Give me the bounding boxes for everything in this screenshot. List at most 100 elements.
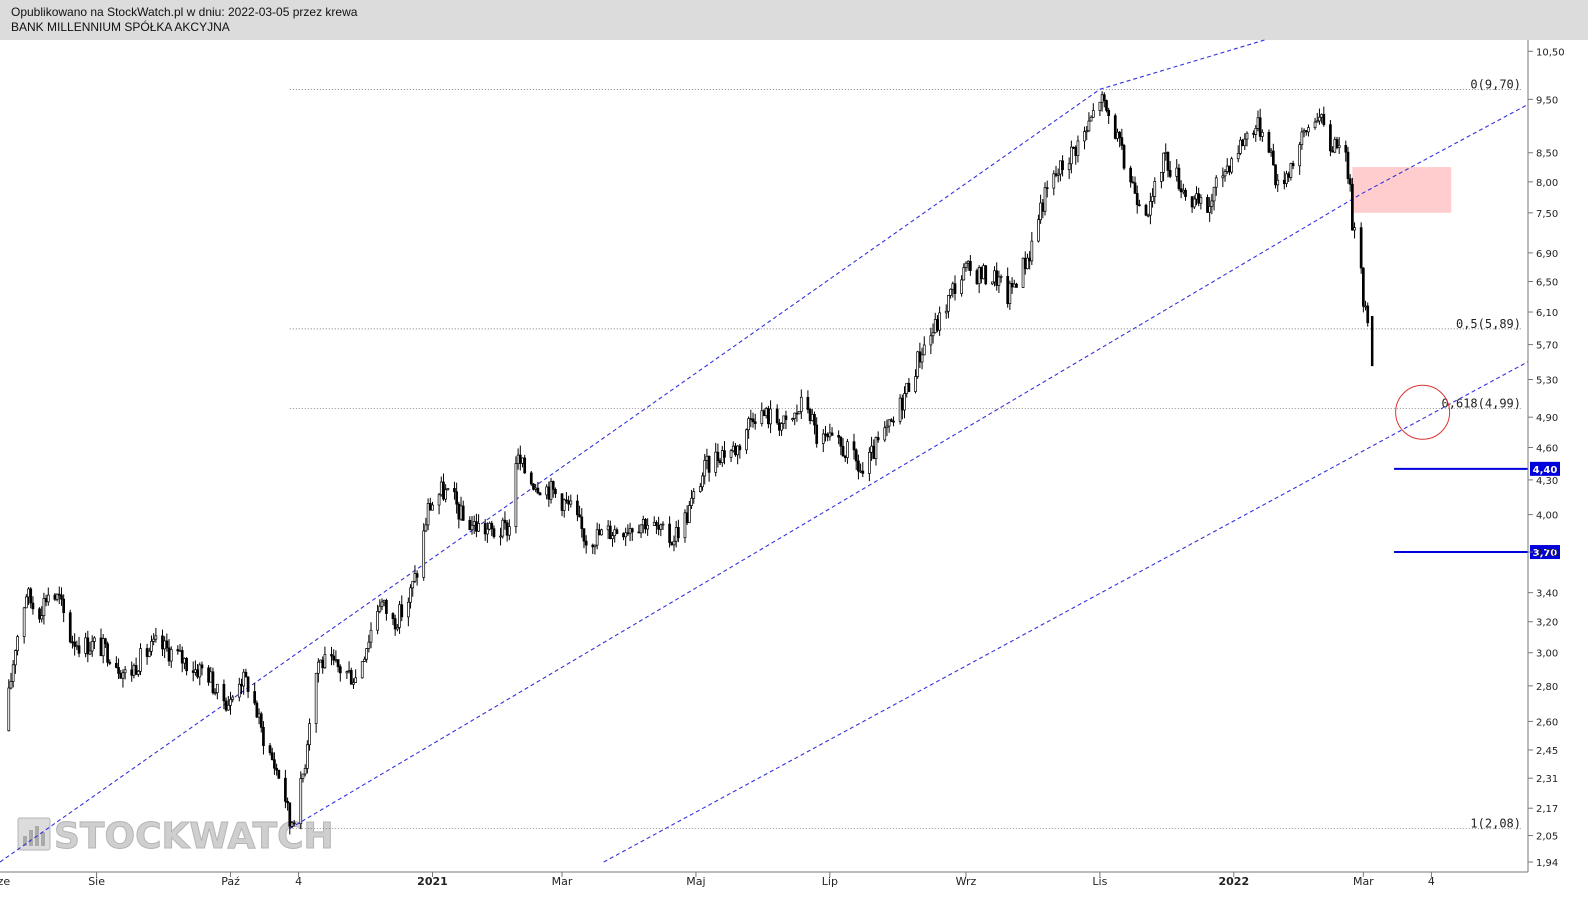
candle bbox=[1335, 136, 1339, 150]
candle bbox=[400, 595, 404, 622]
candle bbox=[977, 265, 981, 294]
candle bbox=[1230, 156, 1233, 175]
candle bbox=[839, 435, 843, 456]
candle-body bbox=[655, 522, 658, 526]
candle-body bbox=[413, 573, 417, 582]
candle-body bbox=[505, 522, 509, 536]
candle-body bbox=[1056, 173, 1060, 176]
candle-body bbox=[1162, 152, 1165, 173]
candle-body bbox=[1271, 150, 1275, 166]
candle-body bbox=[1315, 120, 1319, 123]
candle bbox=[582, 528, 586, 549]
candle bbox=[457, 501, 461, 529]
resistance-zone bbox=[1352, 167, 1452, 213]
candle-body bbox=[1102, 94, 1106, 101]
candle-body bbox=[997, 276, 1001, 286]
candle-body bbox=[775, 408, 779, 424]
candle bbox=[1168, 161, 1172, 179]
candle-body bbox=[1366, 305, 1370, 324]
candle bbox=[1070, 140, 1073, 174]
candle-body bbox=[1214, 177, 1218, 188]
candle bbox=[1271, 143, 1275, 166]
candle bbox=[1135, 185, 1139, 214]
candle-body bbox=[905, 382, 909, 394]
candle bbox=[659, 523, 663, 537]
candle bbox=[854, 448, 858, 471]
candle bbox=[29, 587, 33, 609]
candle bbox=[1346, 146, 1350, 184]
candle bbox=[523, 454, 527, 474]
candle-body bbox=[731, 445, 735, 452]
candle-body bbox=[1258, 117, 1262, 137]
candle-body bbox=[1313, 121, 1317, 128]
candle bbox=[413, 565, 417, 584]
candle-body bbox=[334, 659, 338, 661]
candle-body bbox=[1351, 183, 1354, 231]
candle bbox=[984, 265, 988, 286]
candle-body bbox=[813, 414, 816, 426]
candle bbox=[369, 622, 373, 649]
candle bbox=[969, 254, 972, 276]
y-tick-label: 6,90 bbox=[1536, 249, 1558, 260]
candle bbox=[837, 430, 840, 445]
candle-body bbox=[1135, 193, 1139, 206]
candle-body bbox=[1225, 165, 1229, 172]
candle-body bbox=[139, 648, 142, 672]
y-tick-label: 2,80 bbox=[1536, 682, 1558, 693]
candle-body bbox=[1146, 214, 1150, 217]
candle bbox=[84, 632, 87, 658]
candle-body bbox=[567, 500, 570, 505]
candle-body bbox=[492, 528, 496, 538]
x-tick-label: Lis bbox=[1092, 875, 1107, 888]
candle-body bbox=[1041, 202, 1045, 212]
candle-body bbox=[345, 671, 349, 674]
candle-body bbox=[857, 460, 860, 472]
candle-body bbox=[685, 512, 689, 523]
candle bbox=[24, 594, 28, 609]
candle bbox=[639, 524, 643, 538]
candle-body bbox=[1059, 160, 1062, 175]
candle bbox=[106, 641, 109, 667]
candle bbox=[810, 409, 814, 422]
candle bbox=[982, 263, 985, 280]
price-level-badge-label: 3,70 bbox=[1533, 548, 1558, 559]
candle-body bbox=[931, 332, 935, 337]
candle-body bbox=[630, 528, 634, 533]
candle bbox=[661, 521, 665, 530]
candle bbox=[1105, 99, 1108, 113]
candle bbox=[1214, 175, 1218, 196]
candle-body bbox=[411, 580, 415, 589]
candle bbox=[139, 643, 142, 676]
candle-body bbox=[136, 670, 140, 675]
candle-body bbox=[947, 295, 950, 312]
candle-body bbox=[242, 671, 246, 687]
candle bbox=[1023, 251, 1027, 275]
candle-body bbox=[898, 397, 902, 422]
candle-body bbox=[40, 615, 44, 620]
candle-body bbox=[962, 267, 966, 281]
candle bbox=[975, 268, 979, 285]
candle-body bbox=[646, 525, 649, 530]
candle-body bbox=[316, 661, 320, 674]
candle-body bbox=[1282, 179, 1286, 184]
candle bbox=[999, 274, 1003, 283]
candle-body bbox=[145, 648, 149, 657]
candle bbox=[707, 455, 711, 482]
candle bbox=[918, 342, 922, 369]
watermark-text: STOCKWATCH bbox=[54, 816, 334, 857]
candle-body bbox=[670, 542, 674, 546]
candle bbox=[600, 528, 603, 536]
candle-body bbox=[999, 276, 1003, 278]
candle bbox=[211, 667, 215, 695]
candle-body bbox=[55, 593, 59, 600]
candle-body bbox=[31, 602, 35, 610]
candle bbox=[1091, 103, 1095, 118]
candle bbox=[593, 544, 597, 555]
candle bbox=[1333, 136, 1337, 154]
x-tick-label: Wrz bbox=[956, 875, 977, 888]
candle-body bbox=[1122, 145, 1126, 169]
candle-body bbox=[90, 641, 94, 652]
candle-body bbox=[569, 500, 573, 505]
candle bbox=[121, 669, 125, 688]
candle bbox=[1320, 113, 1323, 124]
